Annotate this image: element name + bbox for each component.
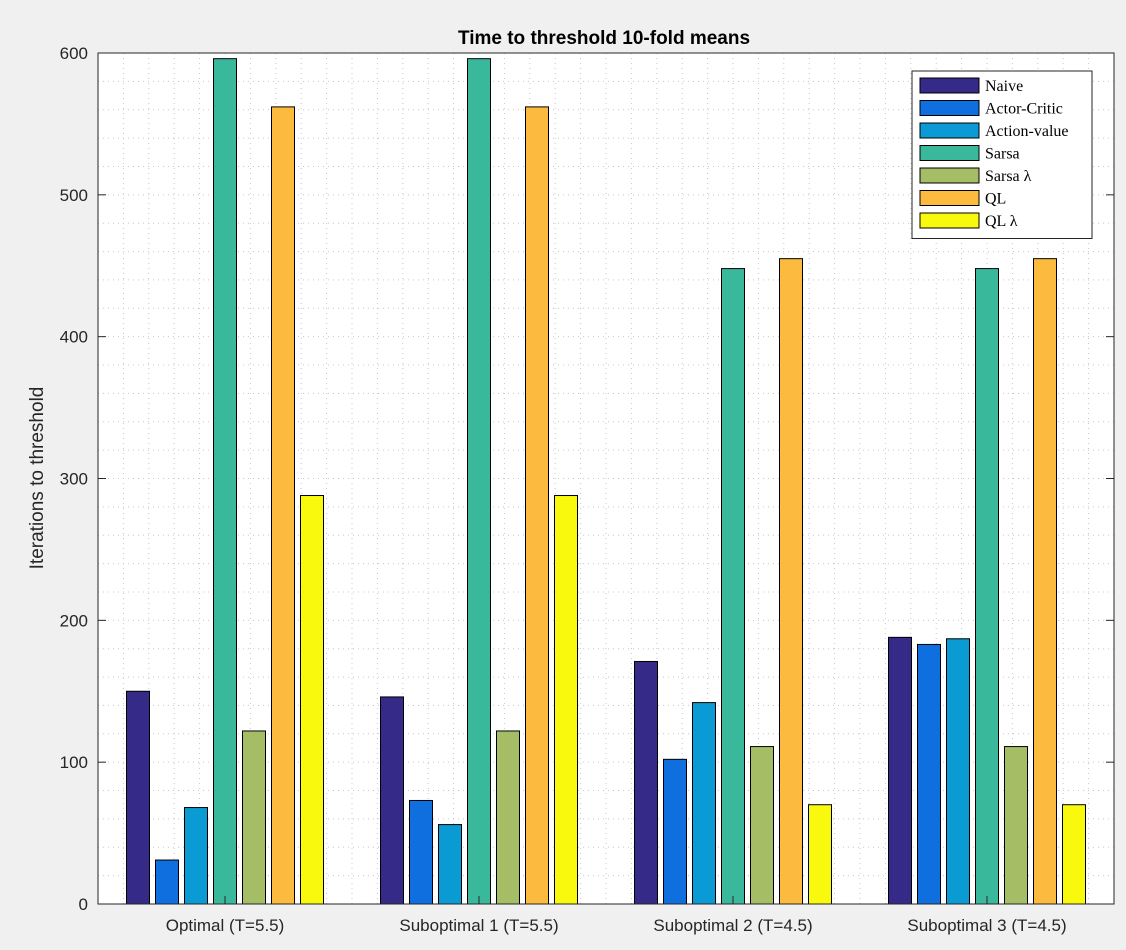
x-tick-label: Suboptimal 3 (T=4.5): [907, 916, 1066, 935]
bar-5-4: [1004, 746, 1028, 905]
y-tick-label: 200: [60, 611, 88, 630]
bar-3-3: [692, 702, 716, 905]
bar-4-1: [213, 58, 237, 905]
bar-2-3: [663, 758, 687, 905]
legend-label: Naive: [985, 78, 1023, 95]
legend-label: Sarsa λ: [985, 168, 1032, 185]
x-tick-label: Suboptimal 2 (T=4.5): [653, 916, 812, 935]
legend: Naive Actor-Critic Action-value Sarsa Sarsa …: [911, 70, 1093, 239]
x-tick-label: Optimal (T=5.5): [166, 916, 285, 935]
bar-1-2: [380, 696, 404, 905]
y-tick-label: 100: [60, 753, 88, 772]
bar-4-3: [721, 268, 745, 905]
legend-swatch: [919, 145, 980, 161]
y-axis-ticks: 0 100 200 300 400 500 600: [60, 44, 1114, 914]
legend-label: QL: [985, 191, 1006, 208]
legend-label: Sarsa: [985, 146, 1020, 163]
bar-7-1: [300, 495, 324, 905]
bar-6-2: [525, 106, 549, 905]
bar-7-4: [1062, 804, 1086, 905]
y-tick-label: 400: [60, 328, 88, 347]
bar-6-3: [779, 258, 803, 905]
bar-6-1: [271, 106, 295, 905]
y-tick-label: 300: [60, 470, 88, 489]
x-axis-ticks: Optimal (T=5.5) Suboptimal 1 (T=5.5) Subop…: [166, 896, 1067, 935]
bars-group: [126, 58, 1086, 905]
chart-title: Time to threshold 10-fold means: [458, 28, 750, 49]
legend-label: Actor-Critic: [985, 101, 1063, 118]
legend-swatch: [919, 122, 980, 139]
legend-swatch: [919, 77, 980, 94]
legend-swatch: [919, 100, 980, 116]
bar-3-1: [184, 807, 208, 905]
legend-swatch: [919, 167, 980, 184]
bar-1-1: [126, 690, 150, 905]
bar-2-4: [917, 643, 941, 905]
y-tick-label: 0: [79, 895, 88, 914]
bar-5-2: [496, 730, 520, 905]
bar-2-2: [409, 799, 433, 905]
bar-7-3: [808, 804, 832, 905]
bar-1-4: [888, 636, 912, 905]
y-tick-label: 500: [60, 186, 88, 205]
legend-swatch: [919, 212, 980, 229]
bar-2-1: [155, 859, 179, 905]
bar-5-1: [242, 730, 266, 905]
bar-6-4: [1033, 258, 1057, 905]
y-axis-label: Iterations to threshold: [27, 387, 48, 570]
bar-3-4: [946, 638, 970, 905]
bar-5-3: [750, 746, 774, 905]
bar-7-2: [554, 495, 578, 905]
legend-label: Action-value: [985, 123, 1069, 140]
y-tick-label: 600: [60, 44, 88, 63]
legend-label: QL λ: [985, 213, 1018, 230]
legend-swatch: [919, 190, 980, 206]
bar-4-2: [467, 58, 491, 905]
bar-4-4: [975, 268, 999, 905]
bar-1-3: [634, 660, 658, 905]
x-tick-label: Suboptimal 1 (T=5.5): [399, 916, 558, 935]
bar-3-2: [438, 824, 462, 905]
